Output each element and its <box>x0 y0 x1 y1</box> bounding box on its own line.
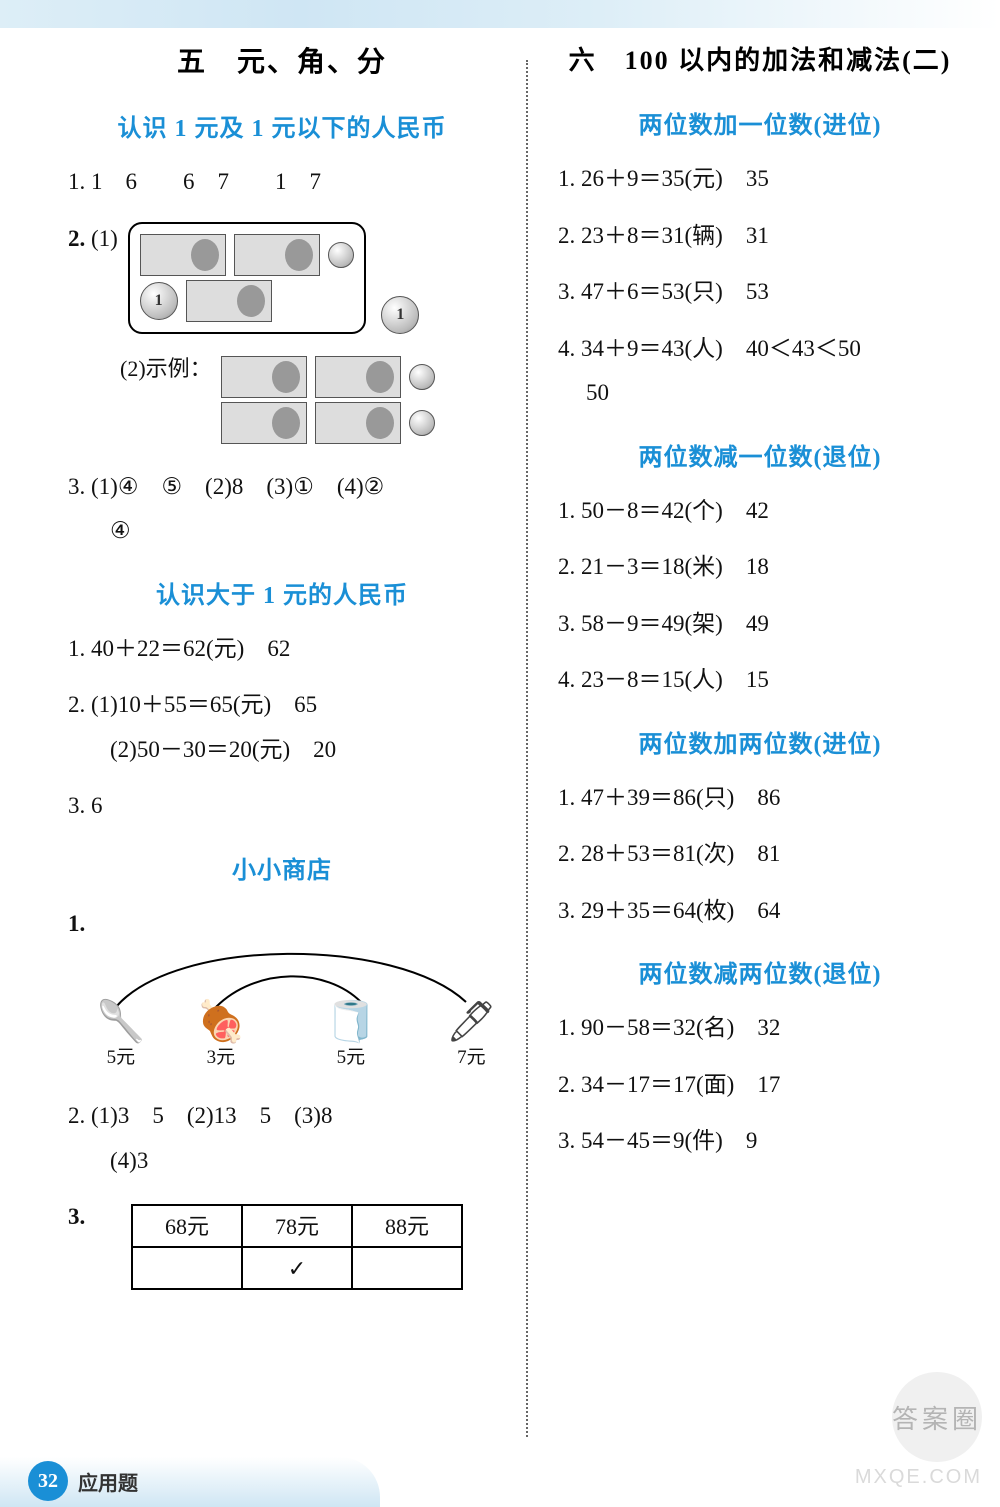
shop-item: 🍖 3元 <box>196 1002 246 1073</box>
q2b: (2)50－30＝20(元) 20 <box>110 733 496 768</box>
money-group <box>221 352 435 448</box>
answer-line: 2. 34－17＝17(面) 17 <box>558 1068 962 1103</box>
section-title: 两位数加两位数(进位) <box>558 724 962 759</box>
q2b: (4)3 <box>110 1144 496 1179</box>
footer-label: 应用题 <box>78 1467 138 1496</box>
answer-line: 1. 90－58＝32(名) 32 <box>558 1011 962 1046</box>
q3-label: 3. <box>68 1204 85 1229</box>
chapter-title-right: 六 100 以内的加法和减法(二) <box>558 40 962 77</box>
coin-icon: 1 <box>140 282 178 320</box>
table-row: 68元 78元 88元 <box>132 1205 462 1247</box>
answer-line: 2. 23＋8＝31(辆) 31 <box>558 219 962 254</box>
banknote-icon <box>140 234 226 276</box>
shop-price: 3元 <box>207 1047 236 1068</box>
banknote-icon <box>221 356 307 398</box>
money-row: 1 <box>140 280 354 322</box>
q1-label: 1. <box>68 911 85 936</box>
table-cell: 88元 <box>352 1205 462 1247</box>
table-cell: 78元 <box>242 1205 352 1247</box>
money-box: 1 <box>128 222 366 334</box>
answer-line: 2. (1)3 5 (2)13 5 (3)8 (4)3 <box>68 1099 496 1178</box>
money-row <box>221 402 435 444</box>
coin-icon <box>328 242 354 268</box>
q2-1-prefix: (1) <box>91 226 118 251</box>
answer-line: 3. (1)④ ⑤ (2)8 (3)① (4)② ④ <box>68 470 496 549</box>
q2-2-prefix: (2)示例： <box>120 356 212 381</box>
spoon-icon: 🥄 <box>96 1002 146 1042</box>
answer-line: 4. 34＋9＝43(人) 40＜43＜50 50 <box>558 332 962 411</box>
shop-q1: 1. 🥄 5元 🍖 3元 🧻 5元 <box>68 907 496 1078</box>
shop-item: 🥄 5元 <box>96 1002 146 1073</box>
q3-text: 3. (1)④ ⑤ (2)8 (3)① (4)② <box>68 474 384 499</box>
money-row <box>140 234 354 276</box>
price-table: 68元 78元 88元 ✓ <box>131 1204 463 1290</box>
q2-text: 2. (1)3 5 (2)13 5 (3)8 <box>68 1103 332 1128</box>
coin-icon: 1 <box>381 296 419 334</box>
shop-figure: 🥄 5元 🍖 3元 🧻 5元 🖊 7元 <box>96 947 496 1077</box>
answer-q3-table: 3. 68元 78元 88元 ✓ <box>68 1200 496 1290</box>
answer-line: 4. 23－8＝15(人) 15 <box>558 663 962 698</box>
q2a: 2. (1)10＋55＝65(元) 65 <box>68 692 317 717</box>
answer-q2: 2. (1) 1 1 (2)示例： <box>68 222 496 448</box>
answer-line: 2. (1)10＋55＝65(元) 65 (2)50－30＝20(元) 20 <box>68 688 496 767</box>
section-title: 两位数减一位数(退位) <box>558 437 962 472</box>
answer-line: 3. 6 <box>68 789 496 824</box>
watermark-badge: 答案圈 <box>892 1372 982 1462</box>
watermark: 答案圈 MXQE.COM <box>855 1372 982 1489</box>
banknote-icon <box>221 402 307 444</box>
section-title: 认识大于 1 元的人民币 <box>68 575 496 610</box>
money-row <box>221 356 435 398</box>
answer-line: 3. 47＋6＝53(只) 53 <box>558 275 962 310</box>
answer-line: 1. 47＋39＝86(只) 86 <box>558 781 962 816</box>
q3-line2: ④ <box>110 514 496 549</box>
section-title: 认识 1 元及 1 元以下的人民币 <box>68 108 496 143</box>
answer-line: 3. 54－45＝9(件) 9 <box>558 1124 962 1159</box>
answer-line: 1. 26＋9＝35(元) 35 <box>558 162 962 197</box>
answer-line: 1. 1 6 6 7 1 7 <box>68 165 496 200</box>
page-top-band <box>0 0 1000 28</box>
coin-icon <box>409 364 435 390</box>
shop-price: 5元 <box>337 1047 366 1068</box>
content-columns: 五 元、角、分 认识 1 元及 1 元以下的人民币 1. 1 6 6 7 1 7… <box>50 40 980 1447</box>
chapter-title-left: 五 元、角、分 <box>68 40 496 80</box>
q2-2-example: (2)示例： <box>120 352 496 448</box>
section-title: 小小商店 <box>68 850 496 885</box>
shop-price: 7元 <box>457 1047 486 1068</box>
q2-label: 2. <box>68 226 85 251</box>
coin-icon <box>409 410 435 436</box>
banknote-icon <box>315 356 401 398</box>
table-cell: 68元 <box>132 1205 242 1247</box>
table-row: ✓ <box>132 1247 462 1289</box>
answer-line: 2. 28＋53＝81(次) 81 <box>558 837 962 872</box>
answer-line: 3. 58－9＝49(架) 49 <box>558 607 962 642</box>
meat-icon: 🍖 <box>196 1002 246 1042</box>
q4b: 50 <box>586 376 962 411</box>
banknote-icon <box>315 402 401 444</box>
q4-text: 4. 34＋9＝43(人) 40＜43＜50 <box>558 336 861 361</box>
towel-icon: 🧻 <box>326 1002 376 1042</box>
answer-line: 1. 40＋22＝62(元) 62 <box>68 632 496 667</box>
table-cell <box>132 1247 242 1289</box>
table-cell <box>352 1247 462 1289</box>
shop-price: 5元 <box>107 1047 136 1068</box>
right-column: 六 100 以内的加法和减法(二) 两位数加一位数(进位) 1. 26＋9＝35… <box>528 40 980 1447</box>
section-title: 两位数加一位数(进位) <box>558 105 962 140</box>
page-number-badge: 32 <box>28 1461 68 1501</box>
banknote-icon <box>186 280 272 322</box>
answer-line: 3. 29＋35＝64(枚) 64 <box>558 894 962 929</box>
banknote-icon <box>234 234 320 276</box>
section-title: 两位数减两位数(退位) <box>558 954 962 989</box>
left-column: 五 元、角、分 认识 1 元及 1 元以下的人民币 1. 1 6 6 7 1 7… <box>50 40 526 1447</box>
shop-item: 🧻 5元 <box>326 1002 376 1073</box>
page-footer: 32 应用题 <box>28 1461 138 1501</box>
answer-line: 2. 21－3＝18(米) 18 <box>558 550 962 585</box>
answer-line: 1. 50－8＝42(个) 42 <box>558 494 962 529</box>
shop-curves-icon <box>96 947 496 1027</box>
shop-item: 🖊 7元 <box>446 1002 497 1073</box>
watermark-url: MXQE.COM <box>855 1466 982 1489</box>
table-cell: ✓ <box>242 1247 352 1289</box>
pen-icon: 🖊 <box>446 1002 497 1042</box>
